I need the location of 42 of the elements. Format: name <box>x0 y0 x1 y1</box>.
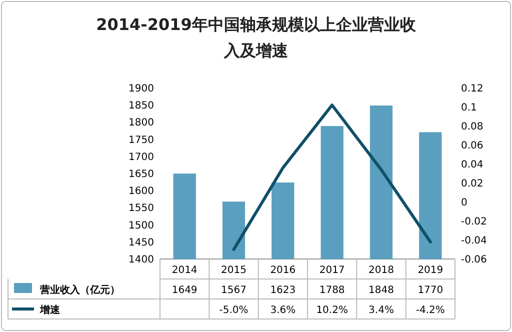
legend-label: 增速 <box>39 304 61 316</box>
y2-tick-label: 0.04 <box>461 160 484 170</box>
data-label: 10.2% <box>316 305 348 316</box>
y-tick-label: 1900 <box>128 84 154 94</box>
y-tick-label: 1850 <box>128 100 154 112</box>
data-label: 1770 <box>418 285 444 296</box>
y-tick-label: 1500 <box>128 220 154 232</box>
data-label: 1567 <box>221 285 246 296</box>
data-label: 1848 <box>368 285 394 296</box>
y-tick-label: 1400 <box>128 254 154 266</box>
y-tick-label: 1750 <box>128 134 154 146</box>
x-tick-label: 2016 <box>270 265 296 276</box>
y2-tick-label: -0.04 <box>461 236 487 246</box>
x-tick-label: 2017 <box>319 265 345 276</box>
y-tick-label: 1450 <box>128 237 154 248</box>
legend-label: 营业收入（亿元） <box>39 284 120 296</box>
y-tick-label: 1550 <box>128 203 154 214</box>
y-tick-label: 1600 <box>128 186 154 198</box>
y2-tick-label: 0.06 <box>461 140 484 152</box>
y2-tick-label: 0.02 <box>461 178 484 190</box>
y-tick-label: 1700 <box>128 152 154 163</box>
data-label: 3.4% <box>368 305 394 316</box>
data-label: 1649 <box>172 285 198 296</box>
y-tick-label: 1800 <box>128 118 154 129</box>
y2-tick-label: -0.06 <box>461 254 487 266</box>
y-tick-label: 1650 <box>128 169 154 180</box>
y2-tick-label: 0.1 <box>461 102 477 114</box>
x-tick-label: 2015 <box>221 265 246 276</box>
data-label: 1623 <box>270 285 296 296</box>
chart-title: 2014-2019年中国轴承规模以上企业营业收入及增速 <box>96 15 417 60</box>
x-tick-label: 2014 <box>172 265 198 276</box>
y2-tick-label: 0 <box>461 198 468 208</box>
data-label: -4.2% <box>416 305 445 316</box>
line-series <box>232 104 432 251</box>
y2-tick-label: -0.02 <box>461 216 487 228</box>
data-label: 1788 <box>319 285 345 296</box>
x-tick-label: 2019 <box>418 265 444 276</box>
data-label: -5.0% <box>219 305 248 316</box>
y2-tick-label: 0.08 <box>461 122 484 132</box>
y2-tick-label: 0.12 <box>461 84 484 94</box>
x-tick-label: 2018 <box>368 265 394 276</box>
data-label: 3.6% <box>270 305 296 316</box>
